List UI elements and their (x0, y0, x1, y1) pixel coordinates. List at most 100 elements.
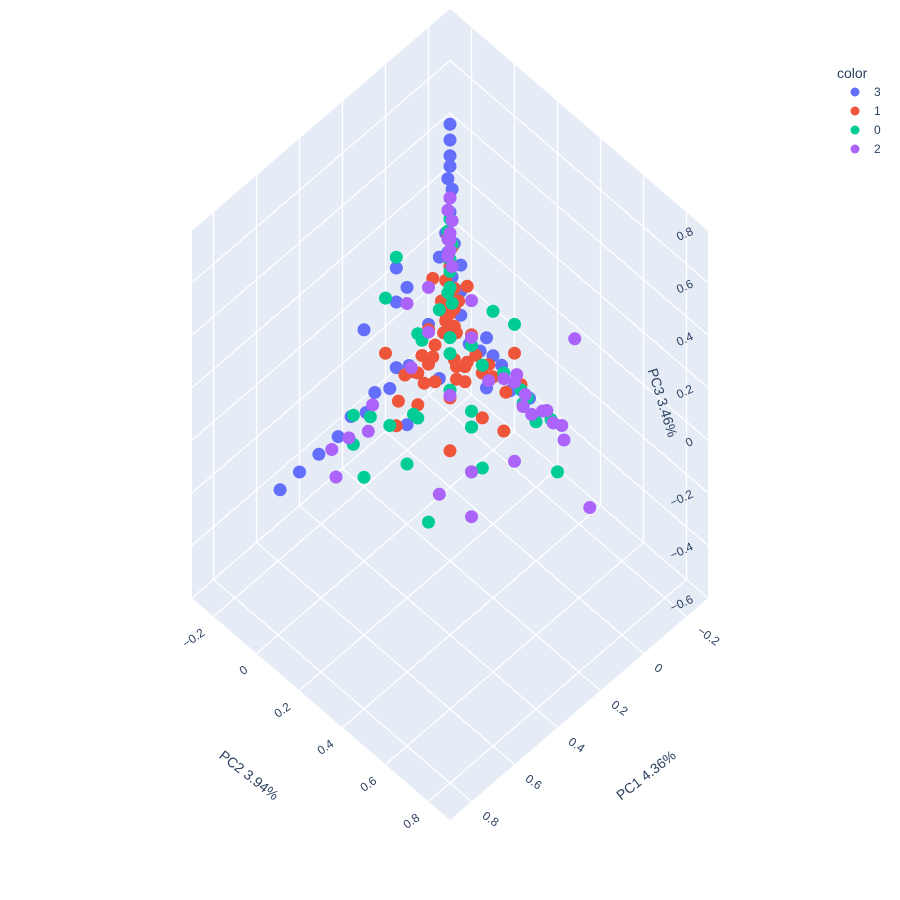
data-point-2[interactable] (465, 331, 478, 344)
data-point-1[interactable] (458, 375, 472, 389)
data-point-3[interactable] (383, 382, 397, 395)
data-point-2[interactable] (361, 424, 375, 438)
data-point-3[interactable] (443, 117, 457, 131)
data-point-0[interactable] (400, 457, 414, 471)
data-point-1[interactable] (417, 376, 431, 390)
data-point-1[interactable] (460, 279, 474, 293)
data-point-2[interactable] (366, 398, 380, 412)
data-point-0[interactable] (465, 420, 478, 434)
data-point-0[interactable] (486, 304, 500, 318)
data-point-3[interactable] (389, 361, 403, 375)
data-point-2[interactable] (482, 374, 496, 388)
data-point-0[interactable] (346, 408, 360, 422)
x-tick-label: −0.2 (695, 623, 723, 648)
data-point-1[interactable] (460, 355, 474, 369)
data-point-2[interactable] (443, 243, 457, 257)
data-point-3[interactable] (480, 331, 493, 345)
data-point-3[interactable] (443, 133, 457, 147)
data-point-3[interactable] (389, 295, 403, 309)
data-point-2[interactable] (404, 361, 418, 375)
data-point-3[interactable] (293, 465, 306, 479)
data-point-2[interactable] (422, 325, 435, 339)
data-point-0[interactable] (363, 410, 377, 424)
data-point-2[interactable] (329, 470, 343, 484)
data-point-2[interactable] (465, 294, 478, 308)
data-point-2[interactable] (432, 487, 446, 501)
data-point-1[interactable] (449, 360, 463, 373)
data-point-0[interactable] (422, 515, 435, 529)
data-point-3[interactable] (312, 447, 326, 461)
data-point-2[interactable] (325, 443, 339, 456)
data-point-2[interactable] (441, 203, 455, 217)
data-point-3[interactable] (273, 483, 287, 497)
data-point-2[interactable] (525, 407, 539, 421)
legend-item-3[interactable]: 3 (850, 85, 882, 99)
data-point-3[interactable] (368, 386, 382, 399)
x-tick-label: 0.2 (609, 697, 631, 718)
data-point-2[interactable] (441, 232, 455, 246)
data-point-0[interactable] (432, 303, 446, 317)
legend-item-1[interactable]: 1 (850, 104, 882, 118)
data-point-3[interactable] (357, 323, 371, 337)
data-point-3[interactable] (443, 149, 457, 163)
data-point-2[interactable] (555, 419, 569, 432)
data-point-0[interactable] (475, 461, 489, 475)
data-point-1[interactable] (379, 346, 392, 360)
data-point-2[interactable] (445, 214, 459, 228)
data-point-1[interactable] (391, 394, 405, 408)
data-point-2[interactable] (443, 389, 457, 402)
data-point-3[interactable] (400, 280, 414, 294)
data-point-3[interactable] (331, 430, 345, 444)
data-point-3[interactable] (389, 261, 403, 275)
data-point-2[interactable] (508, 454, 521, 468)
data-point-2[interactable] (518, 388, 532, 402)
data-point-0[interactable] (475, 358, 489, 372)
data-point-2[interactable] (497, 372, 511, 386)
data-point-3[interactable] (400, 418, 414, 432)
legend-item-0[interactable]: 0 (850, 123, 882, 137)
data-point-0[interactable] (357, 470, 371, 484)
data-point-1[interactable] (428, 338, 442, 352)
data-point-2[interactable] (540, 404, 554, 417)
data-point-0[interactable] (508, 317, 521, 331)
plot-scene[interactable]: −0.200.20.40.60.8−0.200.20.40.60.8−0.6−0… (180, 7, 723, 832)
data-point-2[interactable] (557, 433, 571, 447)
data-point-3[interactable] (443, 159, 457, 173)
data-point-1[interactable] (443, 307, 457, 321)
data-point-0[interactable] (445, 296, 459, 310)
data-point-0[interactable] (379, 291, 392, 305)
legend-item-2[interactable]: 2 (850, 142, 882, 156)
data-point-3[interactable] (441, 172, 455, 186)
data-points[interactable] (273, 117, 597, 529)
data-point-2[interactable] (508, 375, 521, 389)
data-point-1[interactable] (497, 424, 511, 438)
data-point-1[interactable] (475, 411, 489, 425)
grid-z-left (449, 7, 709, 231)
data-point-2[interactable] (342, 431, 356, 445)
data-point-2[interactable] (422, 280, 435, 294)
data-point-2[interactable] (516, 400, 530, 413)
data-point-0[interactable] (443, 347, 457, 361)
data-point-0[interactable] (443, 280, 457, 294)
data-point-0[interactable] (411, 411, 425, 425)
data-point-1[interactable] (443, 444, 457, 458)
data-point-2[interactable] (445, 260, 459, 273)
data-point-1[interactable] (428, 375, 442, 389)
data-point-0[interactable] (551, 465, 564, 479)
data-point-0[interactable] (443, 331, 457, 345)
data-point-2[interactable] (465, 465, 478, 479)
data-point-2[interactable] (443, 191, 457, 205)
data-point-2[interactable] (583, 501, 597, 514)
legend[interactable]: color 3 1 0 2 (837, 65, 881, 156)
data-point-1[interactable] (508, 346, 521, 360)
legend-label-0: 0 (874, 123, 881, 137)
data-point-2[interactable] (400, 297, 414, 310)
data-point-0[interactable] (383, 419, 397, 432)
data-point-1[interactable] (426, 350, 440, 364)
data-point-1[interactable] (499, 385, 513, 399)
data-point-2[interactable] (568, 332, 582, 346)
data-point-0[interactable] (389, 250, 403, 264)
data-point-0[interactable] (465, 404, 478, 418)
data-point-2[interactable] (465, 510, 478, 524)
